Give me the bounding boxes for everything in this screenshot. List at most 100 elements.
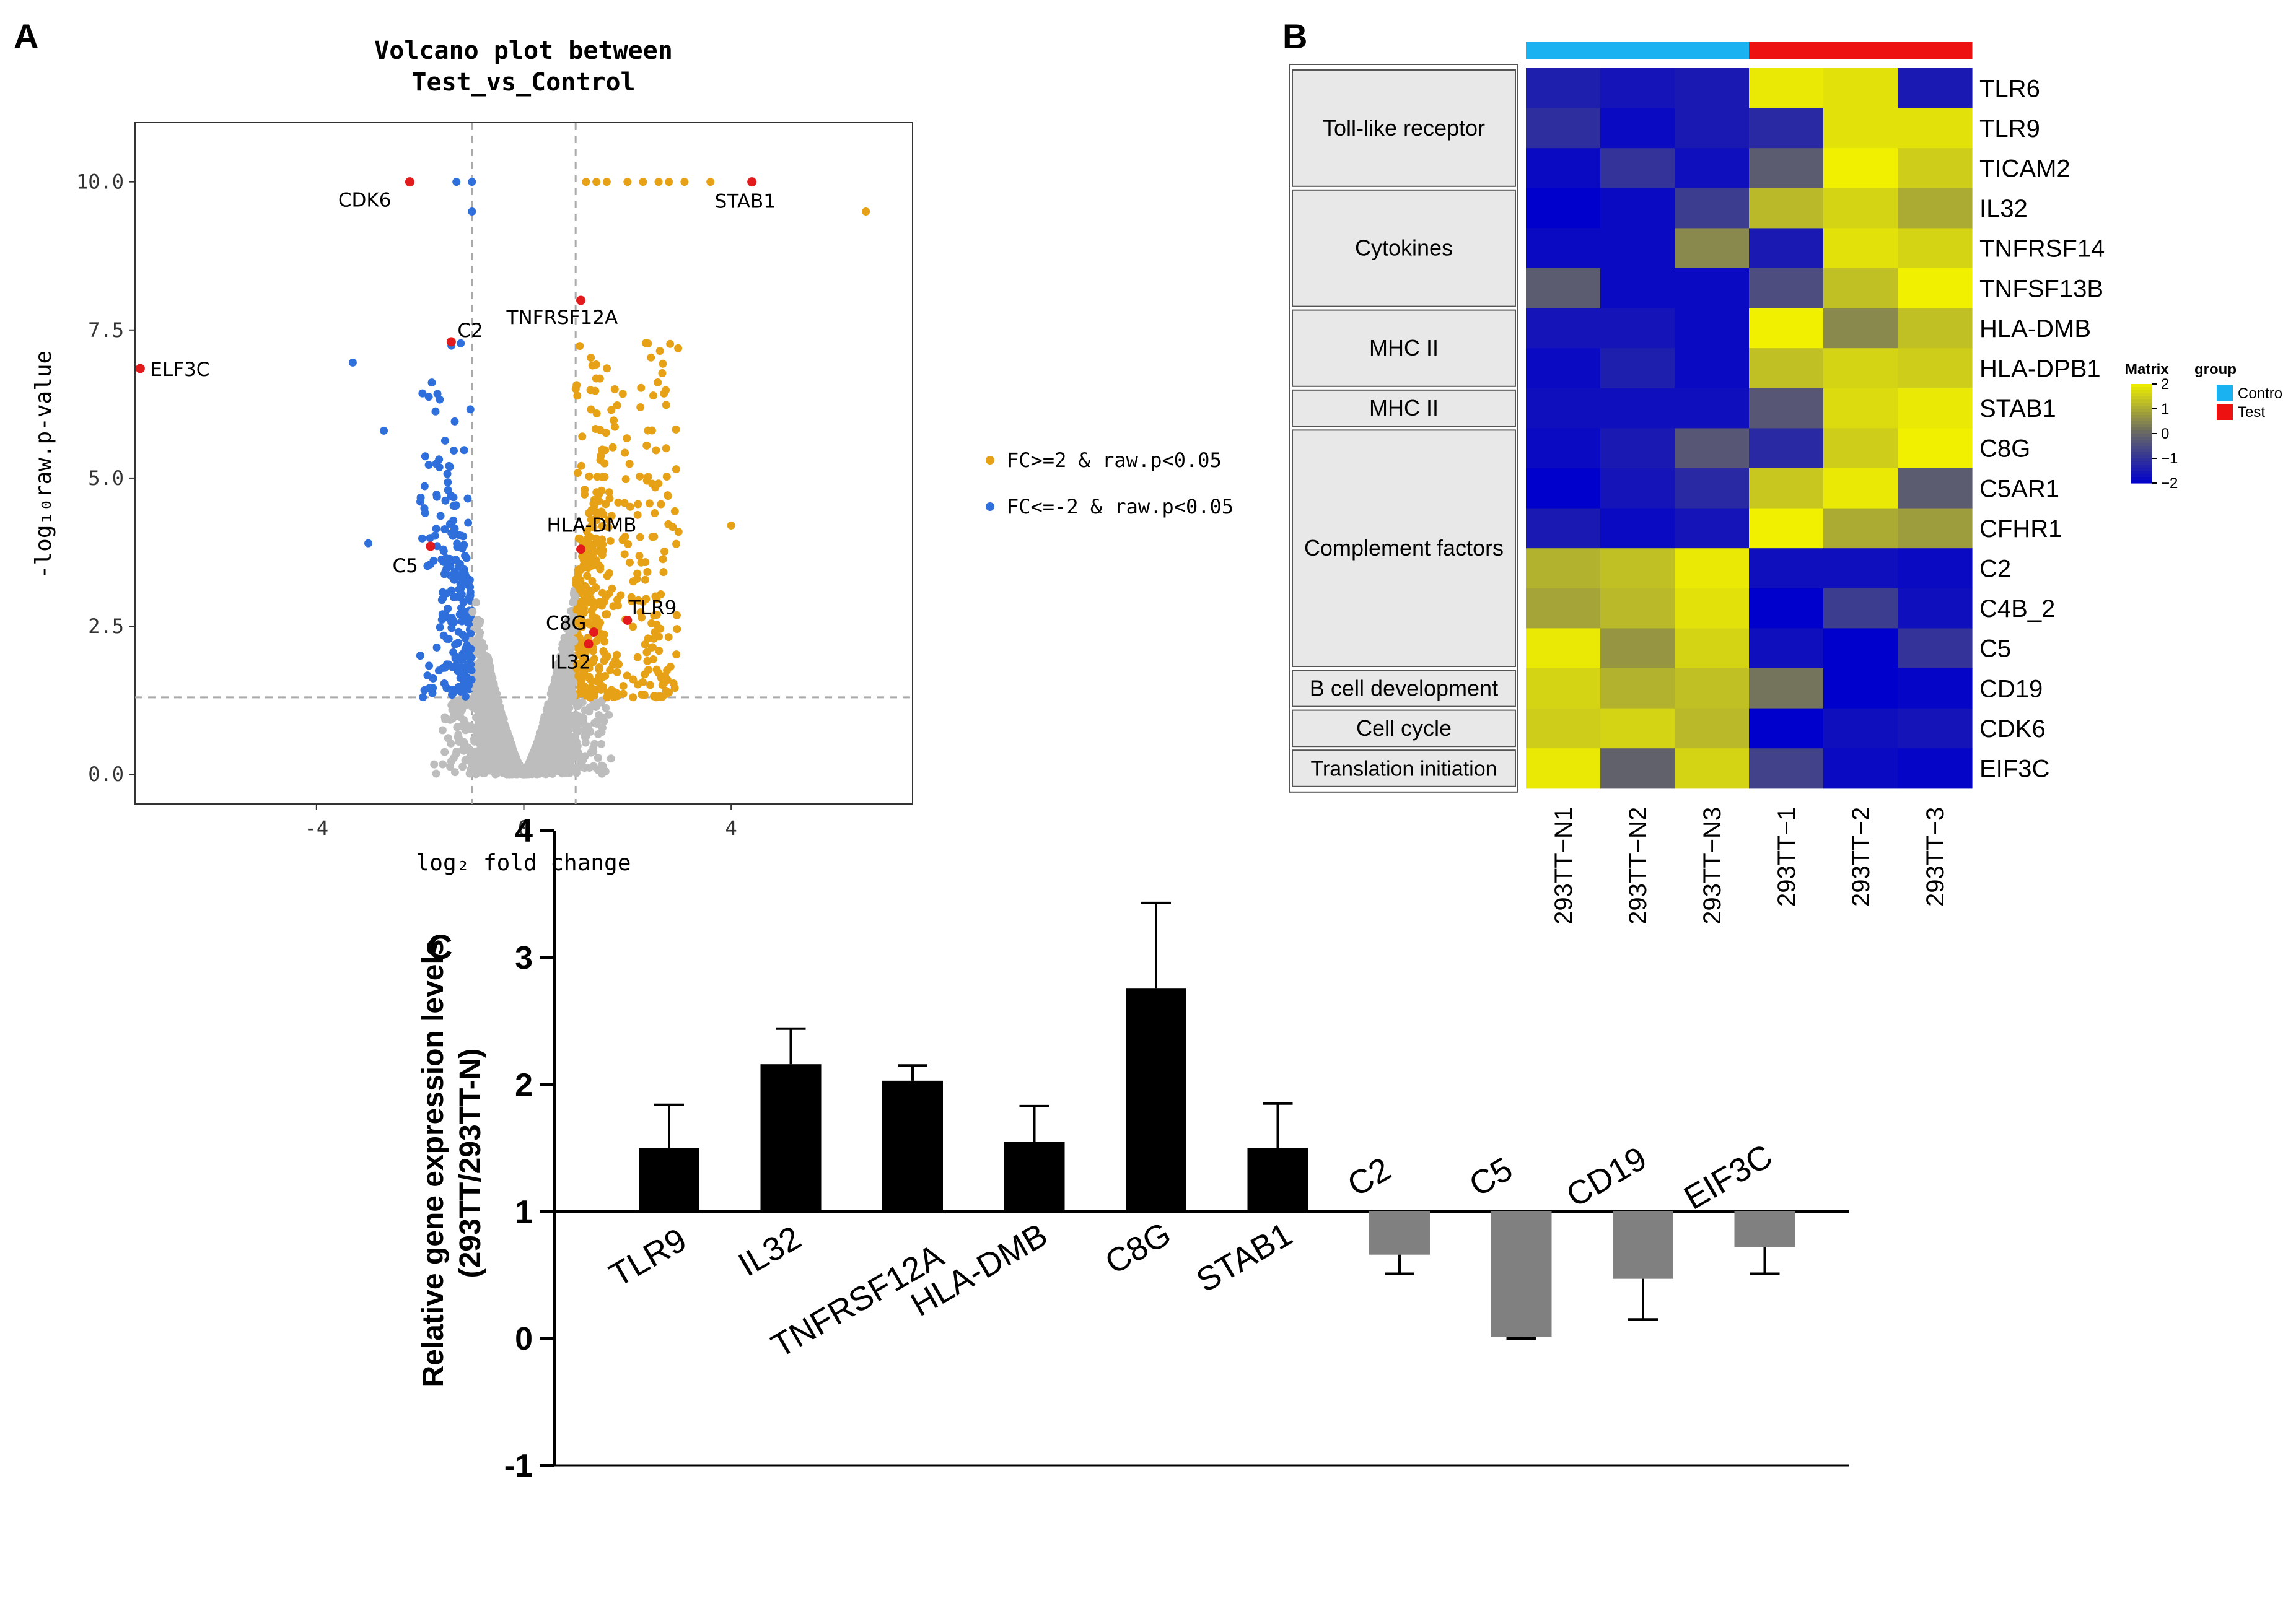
volcano-point bbox=[499, 742, 508, 751]
volcano-point bbox=[476, 701, 485, 709]
y-tick-label: 2 bbox=[515, 1067, 533, 1103]
volcano-point bbox=[470, 696, 479, 704]
volcano-point bbox=[607, 406, 616, 414]
y-tick-label: 3 bbox=[515, 940, 533, 976]
y-tick-label: 5.0 bbox=[88, 466, 124, 490]
y-tick-label: 1 bbox=[515, 1194, 533, 1230]
volcano-point bbox=[654, 378, 662, 386]
volcano-point bbox=[447, 586, 456, 595]
volcano-point bbox=[576, 585, 585, 594]
volcano-point bbox=[562, 731, 571, 740]
highlighted-gene-point bbox=[623, 615, 633, 625]
volcano-point bbox=[447, 492, 455, 500]
volcano-point bbox=[432, 643, 441, 652]
volcano-point bbox=[592, 374, 600, 383]
colorbar-segment bbox=[2131, 430, 2152, 434]
heatmap-cell bbox=[1898, 748, 1973, 789]
heatmap-cell bbox=[1675, 348, 1750, 389]
heatmap-cell bbox=[1675, 668, 1750, 709]
heatmap-cell bbox=[1823, 548, 1898, 589]
volcano-point bbox=[641, 640, 649, 648]
volcano-point bbox=[576, 648, 585, 657]
volcano-point bbox=[607, 686, 616, 694]
volcano-point bbox=[644, 666, 653, 674]
bar bbox=[1247, 1148, 1308, 1211]
volcano-point bbox=[462, 554, 471, 562]
volcano-point bbox=[547, 689, 556, 698]
heatmap-column-label: 293TT−1 bbox=[1773, 807, 1800, 907]
heatmap-cell bbox=[1526, 628, 1601, 669]
volcano-point bbox=[449, 447, 458, 455]
annotation-label: Cell cycle bbox=[1356, 715, 1452, 741]
volcano-point bbox=[457, 722, 466, 731]
heatmap-row-labels: TLR6 TLR9 TICAM2 IL32 TNFRSF14 TNFSF13B HLA-DM… bbox=[1979, 75, 2105, 782]
volcano-point bbox=[633, 510, 642, 519]
volcano-point bbox=[456, 609, 465, 618]
volcano-point bbox=[649, 391, 657, 400]
volcano-point bbox=[652, 446, 660, 455]
volcano-point bbox=[642, 476, 651, 485]
volcano-point bbox=[442, 564, 451, 573]
heatmap-cell bbox=[1749, 348, 1824, 389]
volcano-point bbox=[543, 710, 552, 718]
volcano-point bbox=[585, 664, 594, 673]
colorbar-segment bbox=[2131, 474, 2152, 478]
legend-swatch bbox=[986, 456, 994, 465]
volcano-point bbox=[674, 528, 683, 536]
heatmap-cell bbox=[1600, 508, 1675, 549]
volcano-point bbox=[581, 738, 590, 747]
volcano-point bbox=[449, 699, 457, 707]
volcano-point bbox=[665, 688, 673, 697]
volcano-point bbox=[437, 596, 446, 605]
legend-label: FC>=2 & raw.p<0.05 bbox=[1007, 448, 1222, 472]
volcano-point bbox=[586, 693, 595, 702]
group-legend-label: Control bbox=[2238, 385, 2283, 402]
volcano-point bbox=[560, 681, 569, 689]
heatmap-row-label: C2 bbox=[1979, 556, 2011, 583]
panel-letter-a: A bbox=[14, 17, 38, 56]
volcano-point bbox=[588, 361, 597, 370]
volcano-point bbox=[551, 674, 560, 683]
volcano-point bbox=[574, 701, 583, 709]
volcano-point bbox=[625, 460, 634, 468]
volcano-point bbox=[655, 347, 664, 356]
colorbar-segment bbox=[2131, 409, 2152, 413]
volcano-point bbox=[610, 422, 619, 431]
volcano-point bbox=[577, 612, 585, 621]
volcano-point bbox=[544, 740, 553, 748]
colorbar-segment bbox=[2131, 446, 2152, 450]
volcano-point bbox=[614, 498, 623, 507]
heatmap-cell bbox=[1898, 668, 1973, 709]
volcano-point bbox=[483, 653, 492, 661]
volcano-point bbox=[662, 473, 671, 481]
volcano-point bbox=[473, 619, 482, 628]
heatmap-cell bbox=[1898, 148, 1973, 189]
heatmap-cell bbox=[1675, 228, 1750, 269]
volcano-point bbox=[629, 693, 638, 702]
volcano-point bbox=[587, 606, 596, 615]
heatmap-row-label: HLA-DMB bbox=[1979, 315, 2091, 343]
highlighted-gene-point bbox=[576, 544, 586, 554]
heatmap-cell bbox=[1749, 748, 1824, 789]
volcano-point bbox=[535, 750, 543, 759]
colorbar-segment bbox=[2131, 415, 2152, 419]
heatmap-cell bbox=[1675, 588, 1750, 629]
volcano-point bbox=[637, 383, 646, 392]
volcano-point bbox=[680, 178, 689, 186]
volcano-point bbox=[590, 547, 598, 556]
volcano-point bbox=[662, 386, 670, 395]
heatmap-row-label: CD19 bbox=[1979, 675, 2043, 702]
volcano-point bbox=[463, 494, 472, 503]
volcano-point bbox=[573, 391, 582, 400]
bar bbox=[1613, 1211, 1673, 1279]
annotation-box bbox=[1292, 429, 1516, 668]
annotation-box bbox=[1292, 670, 1516, 707]
volcano-point bbox=[626, 502, 634, 511]
volcano-point bbox=[448, 705, 457, 714]
volcano-point bbox=[621, 475, 630, 484]
heatmap-row-label: TICAM2 bbox=[1979, 155, 2070, 183]
volcano-point bbox=[588, 577, 597, 585]
volcano-point bbox=[450, 570, 459, 579]
volcano-point bbox=[639, 678, 647, 687]
volcano-point bbox=[602, 610, 610, 619]
